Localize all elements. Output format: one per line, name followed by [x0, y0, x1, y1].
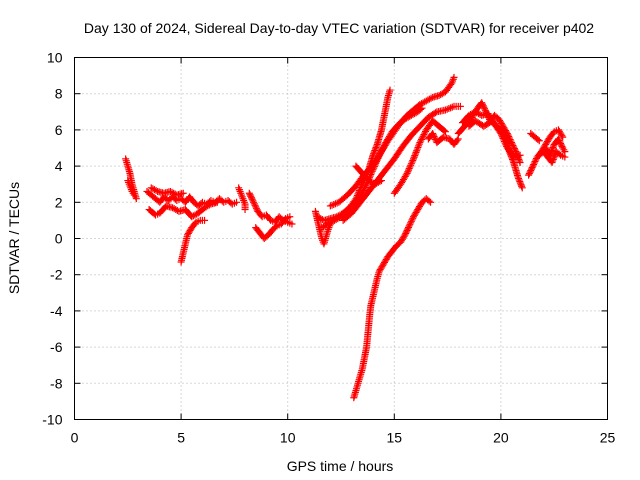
data-point-markers [235, 184, 249, 214]
x-axis-label: GPS time / hours [287, 458, 394, 474]
data-track [145, 198, 221, 221]
data-point-markers [252, 213, 294, 242]
chart-title: Day 130 of 2024, Sidereal Day-to-day VTE… [84, 20, 594, 36]
data-points [122, 73, 569, 402]
y-axis-label: SDTVAR / TECUs [6, 182, 22, 294]
data-track [339, 102, 464, 224]
data-track [177, 216, 209, 266]
data-point-markers [147, 184, 187, 199]
x-tick-label: 15 [387, 430, 403, 446]
data-point-markers [124, 177, 138, 199]
x-tick-label: 5 [177, 430, 185, 446]
data-point-markers [245, 189, 296, 228]
y-tick-label: 4 [55, 158, 63, 174]
y-tick-label: -2 [50, 267, 63, 283]
data-point-markers [390, 117, 449, 197]
data-point-markers [465, 117, 524, 161]
data-point-markers [177, 216, 209, 266]
data-point-markers [542, 135, 569, 159]
data-point-markers [350, 195, 435, 402]
y-tick-label: 10 [47, 50, 63, 66]
data-point-markers [145, 198, 221, 221]
data-track [390, 117, 449, 197]
x-tick-label: 10 [280, 430, 296, 446]
data-track [352, 162, 386, 188]
data-point-markers [424, 130, 462, 148]
data-track [147, 184, 187, 199]
x-tick-labels: 0 5 10 15 20 25 [71, 430, 616, 446]
data-point-markers [339, 102, 464, 224]
y-tick-label: 0 [55, 231, 63, 247]
data-track [424, 130, 462, 148]
data-track [527, 130, 543, 145]
data-point-markers [326, 73, 458, 210]
y-tick-labels: -10 -8 -6 -4 -2 0 2 4 6 8 10 [42, 50, 62, 428]
data-track [350, 195, 435, 402]
y-tick-label: -10 [42, 412, 62, 428]
y-tick-label: 2 [55, 194, 63, 210]
plot-frame [74, 57, 608, 420]
x-tick-label: 20 [493, 430, 509, 446]
y-tick-label: -6 [50, 339, 63, 355]
axis-ticks [74, 57, 608, 420]
data-point-markers [352, 162, 386, 188]
data-point-markers [527, 130, 543, 145]
data-track [252, 213, 294, 242]
data-track [245, 189, 296, 228]
data-track [465, 117, 524, 161]
grid [74, 57, 608, 420]
data-track [326, 73, 458, 210]
y-tick-label: 6 [55, 122, 63, 138]
x-tick-label: 0 [71, 430, 79, 446]
data-track [542, 135, 569, 159]
y-tick-label: 8 [55, 86, 63, 102]
data-track [235, 184, 249, 214]
y-tick-label: -4 [50, 303, 63, 319]
y-tick-label: -8 [50, 375, 63, 391]
x-tick-label: 25 [600, 430, 616, 446]
data-track [124, 177, 138, 199]
